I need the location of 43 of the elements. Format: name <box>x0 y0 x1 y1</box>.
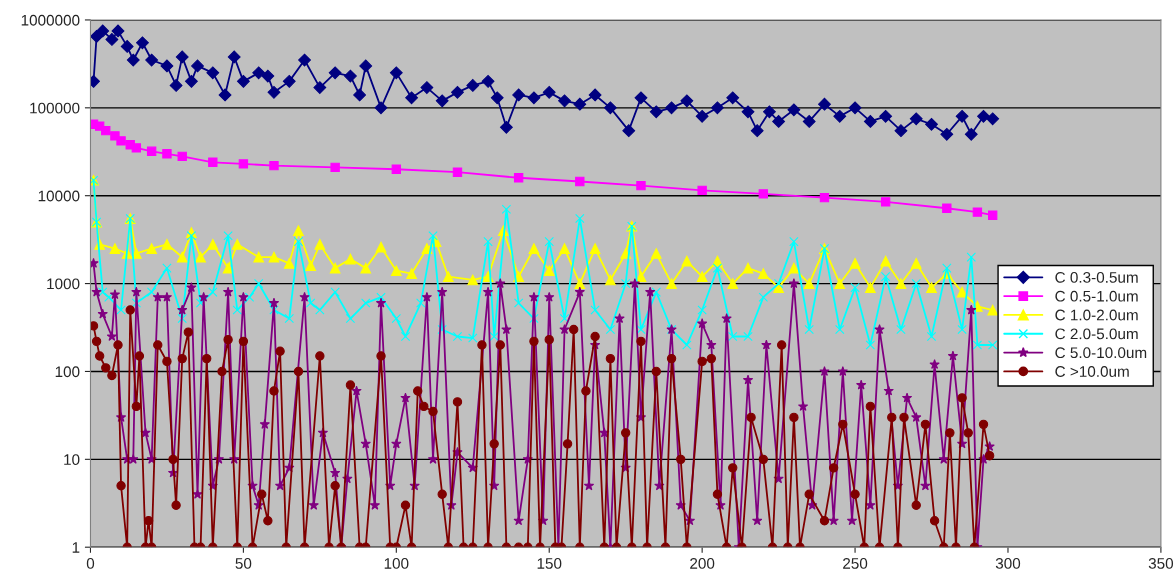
point <box>116 136 126 146</box>
point <box>208 157 218 167</box>
y-tick-label: 1 <box>72 542 80 553</box>
point <box>575 176 585 187</box>
y-tick-label: 10000 <box>38 190 80 202</box>
point <box>758 189 768 199</box>
point <box>162 149 172 159</box>
point <box>636 181 646 191</box>
x-tick-label: 50 <box>235 558 252 569</box>
legend-label: C 5.0-10.0um <box>1055 347 1147 359</box>
point <box>942 203 952 213</box>
legend-label: C >10.0um <box>1055 366 1129 377</box>
legend-label: C 2.0-5.0um <box>1055 328 1138 340</box>
point <box>131 143 142 153</box>
y-tick-label: 1000 <box>47 278 80 290</box>
point <box>101 125 111 136</box>
x-tick-label: 100 <box>384 558 409 569</box>
point <box>452 167 463 177</box>
legend-label: C 1.0-2.0um <box>1055 309 1138 321</box>
point <box>819 192 830 203</box>
legend-label: C 0.3-0.5um <box>1055 271 1138 283</box>
x-tick-label: 250 <box>843 558 868 569</box>
y-tick-label: 10 <box>64 454 80 466</box>
y-tick-label: 1000000 <box>21 14 80 26</box>
y-tick-label: 100000 <box>30 102 80 114</box>
point <box>988 210 998 220</box>
y-tick-label: 100 <box>55 366 80 378</box>
legend-label: C 0.5-1.0um <box>1055 290 1138 302</box>
x-tick-label: 0 <box>86 558 95 569</box>
x-tick-label: 150 <box>537 558 562 569</box>
point <box>269 160 279 171</box>
point <box>391 164 401 174</box>
point <box>238 159 249 169</box>
point <box>330 162 340 173</box>
x-tick-label: 350 <box>1148 558 1174 569</box>
point <box>177 151 187 162</box>
point <box>146 146 157 156</box>
x-tick-label: 200 <box>690 558 715 569</box>
point <box>697 185 707 196</box>
point <box>513 173 524 183</box>
point <box>972 207 983 217</box>
x-tick-label: 300 <box>995 558 1021 569</box>
point <box>880 197 891 207</box>
